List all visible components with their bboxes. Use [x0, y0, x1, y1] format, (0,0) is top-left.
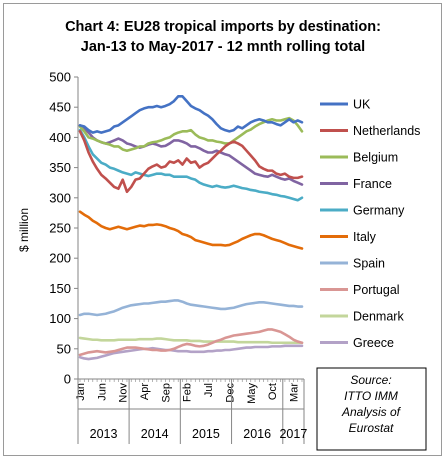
x-tick-label: Dec — [224, 383, 236, 403]
x-tick-label: Oct — [267, 383, 279, 400]
y-axis-label: $ million — [17, 208, 31, 252]
y-tick-label: 500 — [49, 70, 71, 85]
source-line-1: Source: — [350, 373, 391, 387]
series-line-portugal — [78, 328, 304, 357]
legend-label-spain: Spain — [353, 257, 385, 271]
y-tick-label: 200 — [49, 251, 71, 266]
chart-title-line2: Jan-13 to May-2017 - 12 mnth rolling tot… — [81, 39, 365, 55]
y-tick-label: 150 — [49, 281, 71, 296]
legend-label-netherlands: Netherlands — [353, 124, 420, 138]
legend-label-germany: Germany — [353, 204, 405, 218]
x-tick-label: Jun — [96, 383, 108, 401]
series-line-germany — [78, 128, 304, 202]
x-tick-label: Jul — [203, 383, 215, 397]
legend-label-uk: UK — [353, 98, 371, 112]
y-tick-label: 100 — [49, 311, 71, 326]
x-tick-label: Jan — [75, 383, 87, 401]
x-tick-label: Nov — [118, 383, 130, 403]
source-line-4: Eurostat — [349, 421, 394, 435]
x-tick-label: May — [246, 383, 258, 404]
y-tick-label: 300 — [49, 190, 71, 205]
source-line-3: Analysis of — [341, 405, 402, 419]
legend-label-belgium: Belgium — [353, 151, 398, 165]
y-tick-label: 0 — [64, 372, 71, 387]
legend-label-portugal: Portugal — [353, 283, 400, 297]
legend-label-denmark: Denmark — [353, 310, 404, 324]
series-line-france — [78, 124, 304, 186]
legend-label-greece: Greece — [353, 336, 394, 350]
x-tick-label: Feb — [182, 383, 194, 402]
series-line-italy — [78, 210, 304, 250]
source-line-2: ITTO IMM — [344, 389, 398, 403]
legend: UK Netherlands Belgium France Germany Italy Sp… — [320, 98, 420, 350]
series-line-greece — [78, 344, 304, 361]
year-label: 2015 — [192, 427, 220, 441]
year-label: 2016 — [243, 427, 271, 441]
line-chart: Chart 4: EU28 tropical imports by destin… — [17, 19, 427, 451]
series-line-uk — [78, 95, 304, 134]
legend-label-italy: Italy — [353, 230, 377, 244]
y-tick-label: 50 — [57, 341, 71, 356]
series-layer — [78, 95, 304, 361]
year-label: 2017 — [279, 427, 307, 441]
chart-frame: Chart 4: EU28 tropical imports by destin… — [3, 3, 442, 456]
y-tick-label: 450 — [49, 100, 71, 115]
y-tick-label: 250 — [49, 221, 71, 236]
x-tick-label: Sep — [160, 383, 172, 403]
year-label: 2013 — [90, 427, 118, 441]
series-line-spain — [78, 299, 304, 317]
year-label: 2014 — [141, 427, 169, 441]
series-line-netherlands — [78, 130, 304, 194]
y-tick-label: 350 — [49, 160, 71, 175]
series-line-denmark — [78, 336, 304, 345]
legend-label-france: France — [353, 177, 392, 191]
x-tick-label: Apr — [139, 383, 151, 400]
x-tick-label: Mar — [288, 383, 300, 402]
chart-title-line1: Chart 4: EU28 tropical imports by destin… — [65, 19, 381, 35]
y-tick-label: 400 — [49, 130, 71, 145]
source-box — [316, 367, 427, 451]
axes: 0 50 100 150 200 250 300 350 400 450 500 Jan Jun Nov A… — [49, 70, 307, 444]
